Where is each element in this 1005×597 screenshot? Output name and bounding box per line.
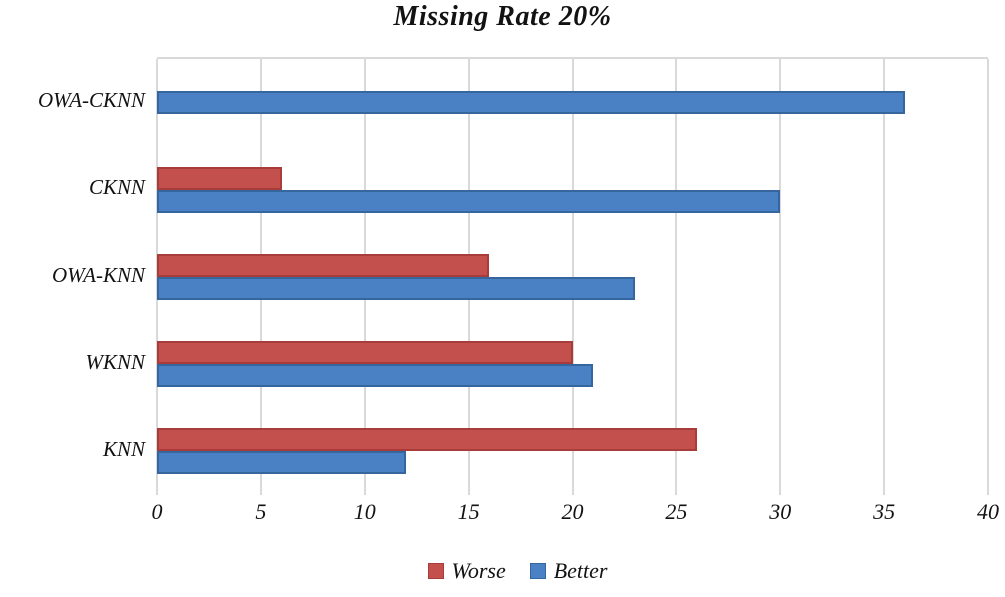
bar-better-owa-knn (157, 277, 635, 300)
legend: Worse Better (0, 558, 1005, 584)
category-label-cknn: CKNN (88, 175, 145, 200)
category-label-knn: KNN (102, 436, 145, 461)
legend-item-better: Better (529, 558, 608, 584)
x-tick-label-20: 20 (561, 499, 584, 524)
bar-worse-knn (157, 428, 698, 452)
category-label-owa-knn: OWA-KNN (51, 262, 145, 287)
x-tick-label-15: 15 (457, 499, 480, 524)
bar-worse-owa-knn (157, 254, 490, 277)
bar-better-cknn (157, 189, 781, 213)
category-row-knn (157, 408, 988, 495)
gridline-25 (675, 59, 678, 495)
x-tick-label-25: 25 (665, 499, 688, 524)
category-row-owa-knn (157, 233, 988, 320)
legend-label-better: Better (553, 558, 608, 583)
x-tick-label-5: 5 (255, 499, 267, 524)
bar-better-knn (157, 451, 407, 475)
legend-swatch-better (529, 563, 546, 579)
chart-title: Missing Rate 20% (393, 1, 612, 32)
bar-better-owa-cknn (157, 91, 905, 115)
plot-area (156, 57, 989, 495)
x-tick-label-0: 0 (151, 499, 163, 524)
x-tick-label-40: 40 (977, 499, 999, 524)
bar-rows (157, 59, 988, 495)
bar-better-wknn (157, 364, 594, 388)
x-tick-label-30: 30 (769, 499, 792, 524)
category-label-wknn: WKNN (85, 349, 145, 374)
bar-worse-wknn (157, 341, 573, 365)
gridline-35 (883, 59, 886, 495)
x-axis: 0 5 10 15 20 25 30 35 40 (152, 497, 1000, 529)
legend-swatch-worse (427, 563, 444, 579)
category-row-owa-cknn (157, 59, 988, 146)
legend-label-worse: Worse (451, 558, 506, 583)
category-label-owa-cknn: OWA-CKNN (37, 88, 145, 113)
category-row-cknn (157, 146, 988, 233)
y-axis-category-labels: OWA-CKNN CKNN OWA-KNN WKNN KNN (0, 57, 145, 493)
gridline-40 (987, 59, 989, 495)
x-tick-label-35: 35 (873, 499, 896, 524)
legend-item-worse: Worse (427, 558, 506, 584)
x-tick-label-10: 10 (353, 499, 376, 524)
gridline-30 (779, 59, 782, 495)
category-row-wknn (157, 321, 988, 408)
bar-worse-cknn (157, 166, 282, 190)
